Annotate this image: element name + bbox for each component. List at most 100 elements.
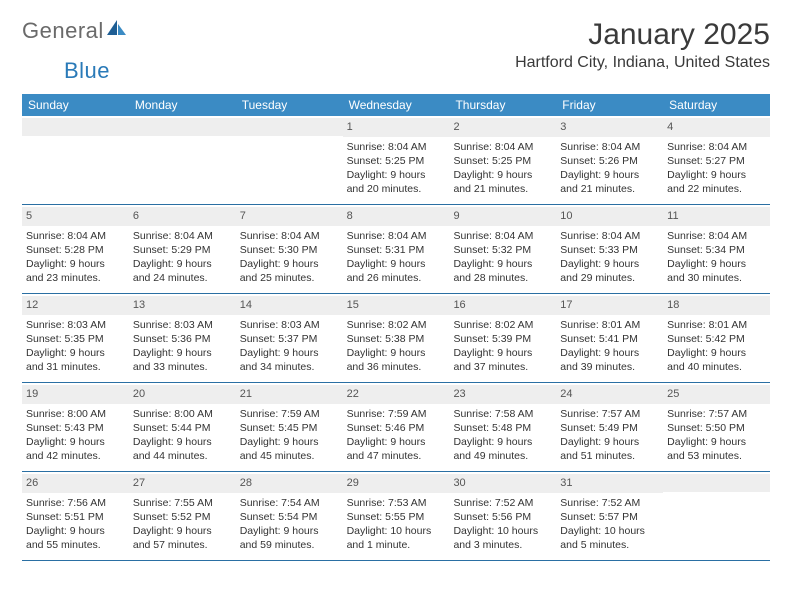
daylight-line-1: Daylight: 9 hours bbox=[453, 346, 552, 360]
daylight-line-1: Daylight: 9 hours bbox=[560, 346, 659, 360]
day-cell bbox=[236, 116, 343, 204]
daylight-line-2: and 23 minutes. bbox=[26, 271, 125, 285]
day-number: 23 bbox=[449, 385, 556, 404]
day-number: 12 bbox=[22, 296, 129, 315]
weekday-header: Wednesday bbox=[343, 94, 450, 116]
daylight-line-1: Daylight: 10 hours bbox=[560, 524, 659, 538]
daylight-line-1: Daylight: 10 hours bbox=[453, 524, 552, 538]
daylight-line-2: and 24 minutes. bbox=[133, 271, 232, 285]
sunset-line: Sunset: 5:48 PM bbox=[453, 421, 552, 435]
daylight-line-2: and 21 minutes. bbox=[560, 182, 659, 196]
sunset-line: Sunset: 5:56 PM bbox=[453, 510, 552, 524]
title-block: January 2025 Hartford City, Indiana, Uni… bbox=[515, 18, 770, 72]
sunset-line: Sunset: 5:31 PM bbox=[347, 243, 446, 257]
day-number: 27 bbox=[129, 474, 236, 493]
daylight-line-2: and 47 minutes. bbox=[347, 449, 446, 463]
daylight-line-2: and 44 minutes. bbox=[133, 449, 232, 463]
sunset-line: Sunset: 5:50 PM bbox=[667, 421, 766, 435]
weekday-header: Thursday bbox=[449, 94, 556, 116]
daylight-line-2: and 33 minutes. bbox=[133, 360, 232, 374]
daylight-line-2: and 26 minutes. bbox=[347, 271, 446, 285]
week-row: 1Sunrise: 8:04 AMSunset: 5:25 PMDaylight… bbox=[22, 116, 770, 205]
weekday-header: Monday bbox=[129, 94, 236, 116]
sunset-line: Sunset: 5:43 PM bbox=[26, 421, 125, 435]
daylight-line-1: Daylight: 9 hours bbox=[26, 346, 125, 360]
sunset-line: Sunset: 5:57 PM bbox=[560, 510, 659, 524]
day-cell: 7Sunrise: 8:04 AMSunset: 5:30 PMDaylight… bbox=[236, 205, 343, 293]
daylight-line-1: Daylight: 10 hours bbox=[347, 524, 446, 538]
daylight-line-1: Daylight: 9 hours bbox=[667, 257, 766, 271]
day-cell: 27Sunrise: 7:55 AMSunset: 5:52 PMDayligh… bbox=[129, 472, 236, 560]
daylight-line-2: and 53 minutes. bbox=[667, 449, 766, 463]
day-cell: 21Sunrise: 7:59 AMSunset: 5:45 PMDayligh… bbox=[236, 383, 343, 471]
day-number: 15 bbox=[343, 296, 450, 315]
day-cell bbox=[663, 472, 770, 560]
day-cell: 19Sunrise: 8:00 AMSunset: 5:43 PMDayligh… bbox=[22, 383, 129, 471]
day-number: 17 bbox=[556, 296, 663, 315]
sunset-line: Sunset: 5:54 PM bbox=[240, 510, 339, 524]
daylight-line-1: Daylight: 9 hours bbox=[347, 257, 446, 271]
sunrise-line: Sunrise: 8:04 AM bbox=[133, 229, 232, 243]
sunset-line: Sunset: 5:45 PM bbox=[240, 421, 339, 435]
daylight-line-2: and 37 minutes. bbox=[453, 360, 552, 374]
day-cell: 22Sunrise: 7:59 AMSunset: 5:46 PMDayligh… bbox=[343, 383, 450, 471]
sunset-line: Sunset: 5:46 PM bbox=[347, 421, 446, 435]
day-cell: 18Sunrise: 8:01 AMSunset: 5:42 PMDayligh… bbox=[663, 294, 770, 382]
daylight-line-2: and 49 minutes. bbox=[453, 449, 552, 463]
daylight-line-1: Daylight: 9 hours bbox=[560, 168, 659, 182]
weekday-header: Saturday bbox=[663, 94, 770, 116]
weekday-header: Sunday bbox=[22, 94, 129, 116]
daylight-line-1: Daylight: 9 hours bbox=[667, 168, 766, 182]
daylight-line-1: Daylight: 9 hours bbox=[347, 346, 446, 360]
day-cell: 11Sunrise: 8:04 AMSunset: 5:34 PMDayligh… bbox=[663, 205, 770, 293]
sunrise-line: Sunrise: 7:54 AM bbox=[240, 496, 339, 510]
sunset-line: Sunset: 5:55 PM bbox=[347, 510, 446, 524]
sunset-line: Sunset: 5:35 PM bbox=[26, 332, 125, 346]
daylight-line-2: and 34 minutes. bbox=[240, 360, 339, 374]
sunrise-line: Sunrise: 8:04 AM bbox=[560, 140, 659, 154]
day-number: 13 bbox=[129, 296, 236, 315]
daylight-line-2: and 57 minutes. bbox=[133, 538, 232, 552]
sunrise-line: Sunrise: 8:01 AM bbox=[560, 318, 659, 332]
sunrise-line: Sunrise: 7:55 AM bbox=[133, 496, 232, 510]
sunrise-line: Sunrise: 8:04 AM bbox=[453, 140, 552, 154]
sunrise-line: Sunrise: 8:04 AM bbox=[26, 229, 125, 243]
day-number: 9 bbox=[449, 207, 556, 226]
sunrise-line: Sunrise: 7:59 AM bbox=[240, 407, 339, 421]
sunrise-line: Sunrise: 7:57 AM bbox=[560, 407, 659, 421]
day-number: 7 bbox=[236, 207, 343, 226]
sunrise-line: Sunrise: 8:04 AM bbox=[667, 229, 766, 243]
sunrise-line: Sunrise: 7:52 AM bbox=[453, 496, 552, 510]
sunrise-line: Sunrise: 8:04 AM bbox=[347, 229, 446, 243]
daylight-line-1: Daylight: 9 hours bbox=[240, 524, 339, 538]
daylight-line-2: and 36 minutes. bbox=[347, 360, 446, 374]
day-number: 1 bbox=[343, 118, 450, 137]
daylight-line-2: and 5 minutes. bbox=[560, 538, 659, 552]
daylight-line-1: Daylight: 9 hours bbox=[240, 346, 339, 360]
calendar: SundayMondayTuesdayWednesdayThursdayFrid… bbox=[22, 94, 770, 561]
daylight-line-1: Daylight: 9 hours bbox=[26, 257, 125, 271]
day-cell: 24Sunrise: 7:57 AMSunset: 5:49 PMDayligh… bbox=[556, 383, 663, 471]
day-cell: 3Sunrise: 8:04 AMSunset: 5:26 PMDaylight… bbox=[556, 116, 663, 204]
day-number: 22 bbox=[343, 385, 450, 404]
daylight-line-1: Daylight: 9 hours bbox=[133, 346, 232, 360]
day-cell: 28Sunrise: 7:54 AMSunset: 5:54 PMDayligh… bbox=[236, 472, 343, 560]
day-number bbox=[663, 474, 770, 492]
day-cell: 30 Sunrise: 7:52 AMSunset: 5:56 PMDayligh… bbox=[449, 472, 556, 560]
day-cell: 14Sunrise: 8:03 AMSunset: 5:37 PMDayligh… bbox=[236, 294, 343, 382]
day-number: 2 bbox=[449, 118, 556, 137]
day-cell: 9Sunrise: 8:04 AMSunset: 5:32 PMDaylight… bbox=[449, 205, 556, 293]
weekday-header: Tuesday bbox=[236, 94, 343, 116]
daylight-line-1: Daylight: 9 hours bbox=[26, 524, 125, 538]
sunset-line: Sunset: 5:32 PM bbox=[453, 243, 552, 257]
daylight-line-1: Daylight: 9 hours bbox=[667, 435, 766, 449]
day-number: 26 bbox=[22, 474, 129, 493]
sunrise-line: Sunrise: 8:01 AM bbox=[667, 318, 766, 332]
week-row: 26Sunrise: 7:56 AMSunset: 5:51 PMDayligh… bbox=[22, 472, 770, 561]
day-number: 30 bbox=[449, 474, 556, 493]
day-cell: 20Sunrise: 8:00 AMSunset: 5:44 PMDayligh… bbox=[129, 383, 236, 471]
day-cell: 31Sunrise: 7:52 AMSunset: 5:57 PMDayligh… bbox=[556, 472, 663, 560]
daylight-line-2: and 1 minute. bbox=[347, 538, 446, 552]
day-number: 16 bbox=[449, 296, 556, 315]
day-cell: 6Sunrise: 8:04 AMSunset: 5:29 PMDaylight… bbox=[129, 205, 236, 293]
